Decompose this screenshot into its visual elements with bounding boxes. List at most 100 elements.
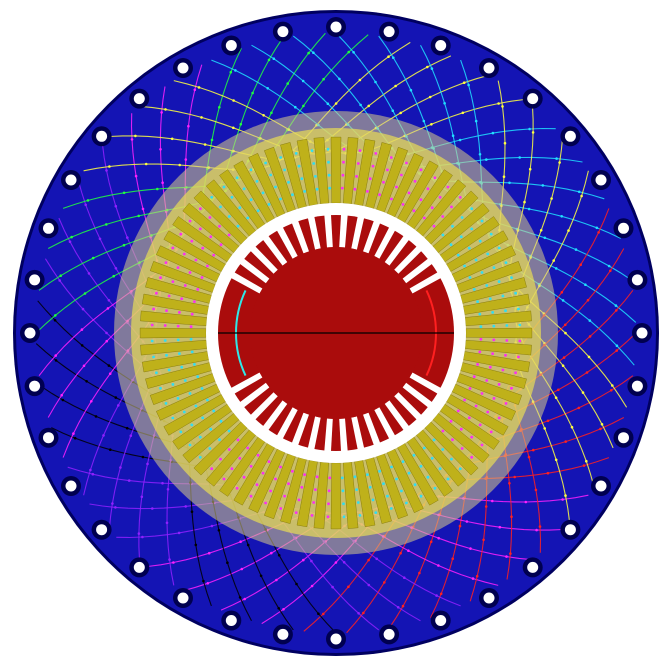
rotor-slot [363,219,381,254]
flux-tick [81,307,85,311]
flux-tick [202,579,205,583]
stator-winding-dot [374,511,378,514]
rotor-slot [238,257,270,284]
flux-tick [396,606,400,609]
flux-tick [59,274,62,278]
flux-tick [557,388,560,392]
bolt-hole [177,62,189,74]
stator-winding-dot [504,402,508,405]
stator-winding-dot [242,475,246,479]
flux-tick [581,391,585,394]
flux-tick [119,466,122,469]
stator-winding-dot [176,324,180,328]
flux-tick [528,167,532,171]
stator-tooth [330,136,342,204]
flux-tick [451,134,455,137]
stator-winding-dot [353,187,357,191]
flux-tick [234,69,237,72]
stator-winding-dot [468,276,472,279]
flux-tick [560,215,563,218]
stator-winding-dot [426,187,430,191]
stator-winding-dot [206,264,209,268]
stator-tooth [330,462,342,530]
flux-tick [391,109,395,112]
flux-tick [239,122,243,126]
flux-tick [437,564,440,567]
stator-winding-dot [328,186,332,190]
bolt-hole [330,21,342,33]
stator-winding-dot [194,404,198,408]
rotor-slot [339,418,348,453]
stator-winding-dot [382,482,385,486]
stator-winding-dot [198,207,202,211]
stator-winding-dot [208,447,212,450]
stator-winding-dot [356,501,360,504]
flux-tick [282,608,285,611]
stator-winding-dot [249,198,253,202]
bolt-hole [277,26,289,38]
stator-winding-dot [426,475,430,479]
stator-tooth [139,327,207,339]
stator-winding-dot [267,203,271,206]
stator-winding-dot [505,324,509,327]
flux-tick [552,259,555,262]
flux-tick [600,423,604,426]
stator-winding-dot [492,338,496,342]
flux-tick [164,108,167,111]
rotor-slot [238,382,270,409]
rotor-slot [351,215,365,250]
bolt-hole [383,628,395,640]
bolt-hole [96,130,108,142]
flux-tick [275,578,278,582]
stator-winding-dot [480,392,484,395]
stator-winding-dot [182,252,186,256]
flux-tick [509,552,512,555]
flux-tick [84,203,87,207]
stator-winding-dot [291,469,294,473]
flux-tick [508,482,511,485]
stator-winding-dot [492,324,496,328]
bolt-hole [277,628,289,640]
stator-winding-dot [419,198,423,202]
flux-tick [614,304,618,307]
flux-tick [611,384,614,387]
flux-tick [538,525,542,528]
bolt-hole [330,633,342,645]
flux-tick [585,459,588,463]
stator-winding-dot [327,173,331,177]
stator-winding-dot [227,233,231,237]
flux-tick [91,472,95,476]
stator-winding-dot [179,430,183,434]
stator-winding-dot [470,227,474,231]
stator-winding-dot [297,498,301,502]
stator-winding-dot [488,365,492,369]
stator-winding-dot [504,261,508,264]
flux-tick [615,344,619,348]
flux-tick [458,138,462,142]
flux-tick [203,143,207,146]
flux-tick [610,389,613,392]
stator-winding-dot [413,179,417,183]
stator-winding-dot [236,438,240,442]
stator-winding-dot [430,456,434,460]
bolt-hole [631,380,643,392]
stator-winding-dot [189,325,193,329]
bolt-holes [20,17,652,649]
rotor-slot [394,245,423,274]
flux-tick [599,427,602,431]
flux-tick [439,592,443,596]
flux-tick [469,547,472,550]
stator-winding-dot [510,386,513,390]
stator-winding-dot [249,168,253,172]
stator-winding-dot [472,288,476,291]
flux-tick [359,103,362,107]
stator-winding-dot [517,307,520,311]
flux-tick [141,455,145,459]
flux-tick [125,426,129,430]
flux-tick [190,510,194,513]
flux-tick [607,264,611,268]
flux-tick [541,184,545,187]
stator-winding-dot [183,379,187,382]
flux-tick [200,116,203,119]
flux-tick [238,596,242,599]
